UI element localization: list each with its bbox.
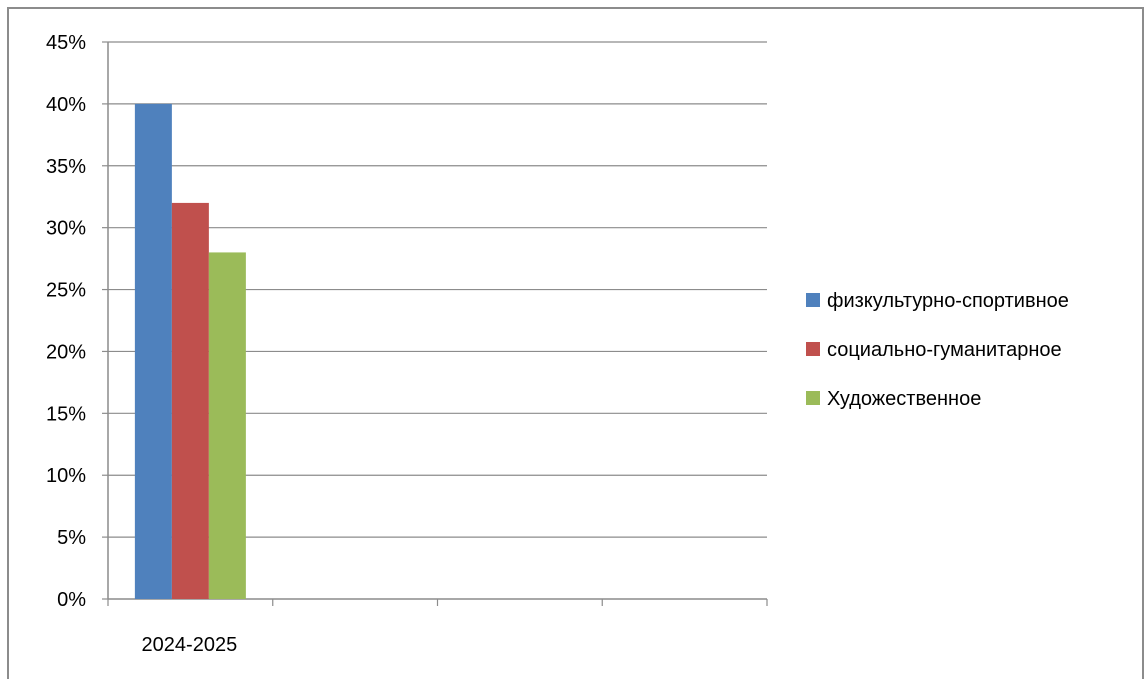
x-tick-label: 2024-2025 (142, 634, 238, 656)
legend-swatch (806, 342, 820, 356)
y-tick-label: 40% (46, 94, 86, 116)
legend-swatch (806, 391, 820, 405)
bar-2 (171, 202, 209, 599)
chart-frame (7, 7, 1144, 679)
bar-1 (134, 103, 172, 599)
bar-3 (208, 252, 246, 599)
bars (134, 103, 246, 599)
y-tick-label: 30% (46, 218, 86, 240)
y-tick-label: 15% (46, 403, 86, 425)
y-tick-labels: 0% 5% 10% 15% 20% 25% 30% 35% 40% 45% (46, 32, 86, 611)
legend-swatch (806, 293, 820, 307)
legend-label: физкультурно-спортивное (827, 290, 1069, 312)
y-tick-label: 25% (46, 280, 86, 302)
y-tick-label: 0% (57, 589, 86, 611)
y-tick-label: 20% (46, 341, 86, 363)
legend-label: Художественное (827, 388, 981, 410)
y-tick-label: 45% (46, 32, 86, 54)
y-tick-label: 35% (46, 156, 86, 178)
y-tick-label: 10% (46, 465, 86, 487)
legend: физкультурно-спортивное социально-гуманит… (806, 290, 1069, 410)
legend-label: социально-гуманитарное (827, 339, 1062, 361)
y-tick-label: 5% (57, 527, 86, 549)
x-tick-labels: 2024-2025 (142, 634, 238, 656)
